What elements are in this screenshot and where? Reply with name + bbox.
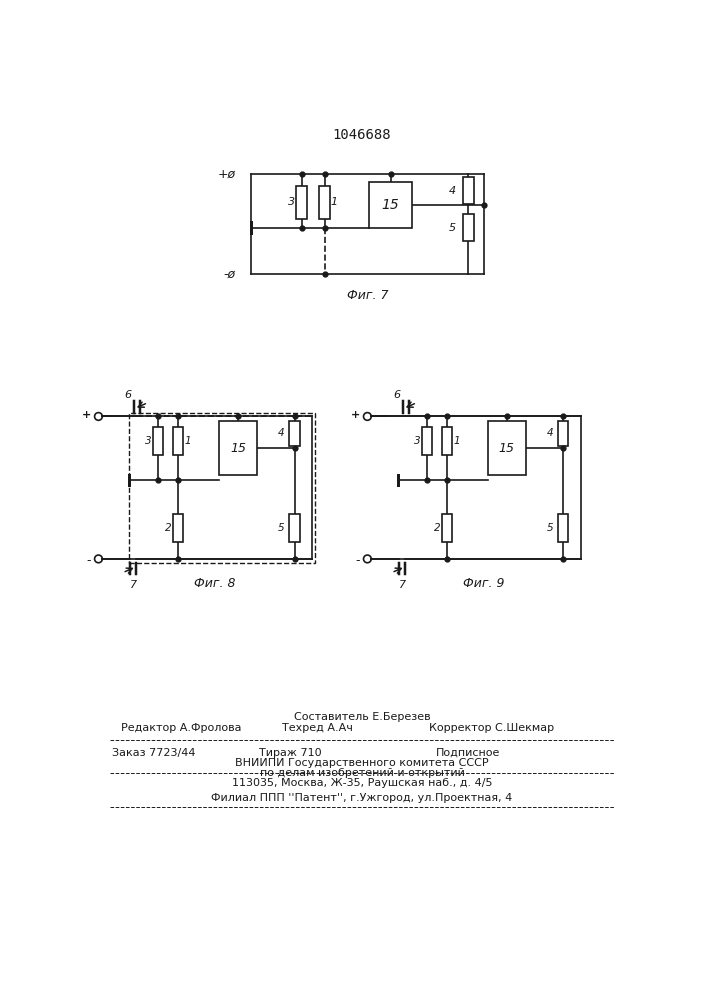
Text: -: -: [355, 554, 360, 567]
Text: 6: 6: [124, 390, 132, 400]
Text: 3: 3: [288, 197, 295, 207]
Text: 4: 4: [547, 428, 554, 438]
Bar: [296, 186, 307, 219]
Bar: [218, 421, 257, 475]
Text: Фиг. 9: Фиг. 9: [463, 577, 504, 590]
Text: Филиал ППП ''Патент'', г.Ужгород, ул.Проектная, 4: Филиал ППП ''Патент'', г.Ужгород, ул.Про…: [211, 793, 513, 803]
Text: 1: 1: [330, 197, 338, 207]
Bar: [320, 186, 330, 219]
Text: 15: 15: [499, 442, 515, 455]
Text: Составитель Е.Березев: Составитель Е.Березев: [293, 712, 431, 722]
Text: Редактор А.Фролова: Редактор А.Фролова: [121, 723, 242, 733]
Text: 2: 2: [434, 523, 440, 533]
Text: Тираж 710: Тираж 710: [259, 748, 321, 758]
Text: 7: 7: [399, 580, 406, 590]
Text: Подписное: Подписное: [436, 748, 501, 758]
Bar: [129, 413, 315, 563]
Text: 1: 1: [185, 436, 191, 446]
Text: ВНИИПИ Государственного комитета СССР: ВНИИПИ Государственного комитета СССР: [235, 758, 489, 768]
Text: 15: 15: [230, 442, 246, 455]
Text: 2: 2: [165, 523, 172, 533]
Bar: [153, 427, 163, 455]
Text: Техред А.Ач: Техред А.Ач: [281, 723, 352, 733]
Bar: [442, 514, 452, 542]
Text: +: +: [351, 410, 360, 420]
Bar: [173, 427, 183, 455]
Bar: [462, 177, 474, 204]
Text: Заказ 7723/44: Заказ 7723/44: [112, 748, 196, 758]
Text: 1046688: 1046688: [332, 128, 391, 142]
Bar: [289, 514, 300, 542]
Text: 1: 1: [453, 436, 460, 446]
Text: +: +: [81, 410, 90, 420]
Text: +ø: +ø: [218, 167, 235, 180]
Bar: [422, 427, 432, 455]
Bar: [488, 421, 526, 475]
Text: 15: 15: [382, 198, 399, 212]
Text: 3: 3: [145, 436, 151, 446]
Text: Фиг. 7: Фиг. 7: [346, 289, 388, 302]
Bar: [289, 421, 300, 446]
Text: Корректор С.Шекмар: Корректор С.Шекмар: [429, 723, 554, 733]
Text: -ø: -ø: [223, 267, 235, 280]
Text: 113035, Москва, Ж-35, Раушская наб., д. 4/5: 113035, Москва, Ж-35, Раушская наб., д. …: [232, 778, 492, 788]
Text: Фиг. 8: Фиг. 8: [194, 577, 235, 590]
Text: 3: 3: [414, 436, 420, 446]
Text: 5: 5: [278, 523, 285, 533]
Text: 7: 7: [130, 580, 137, 590]
Text: 4: 4: [449, 186, 456, 196]
Text: -: -: [86, 554, 90, 567]
Bar: [369, 182, 412, 228]
Text: 5: 5: [547, 523, 554, 533]
Bar: [173, 514, 183, 542]
Bar: [559, 514, 568, 542]
Text: 6: 6: [393, 390, 400, 400]
Text: 5: 5: [449, 223, 456, 233]
Text: 4: 4: [278, 428, 285, 438]
Bar: [559, 421, 568, 446]
Text: по делам изобретений и открытий: по делам изобретений и открытий: [259, 768, 464, 778]
Bar: [442, 427, 452, 455]
Bar: [462, 214, 474, 241]
